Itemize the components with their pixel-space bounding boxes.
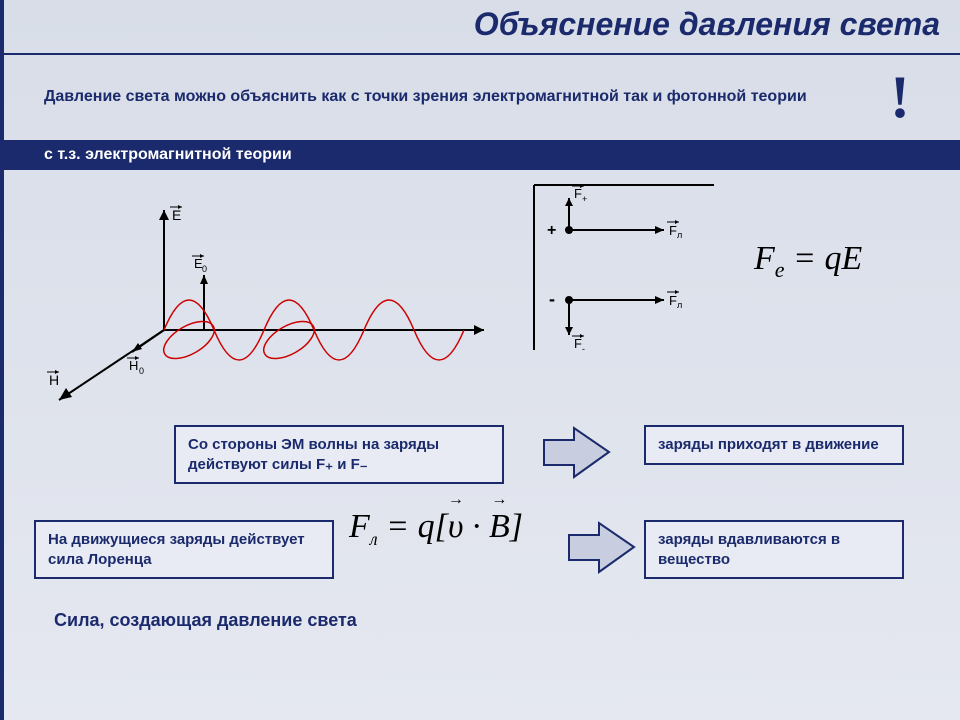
formula-lhs: F: [754, 240, 775, 277]
svg-text:E: E: [172, 207, 181, 223]
formula-l-close: ]: [510, 508, 523, 545]
svg-text:-: -: [582, 344, 585, 354]
formula-l-dot: ·: [463, 508, 489, 545]
em-wave-diagram: E H E 0 H 0: [24, 190, 504, 420]
arrow-icon: [539, 425, 619, 480]
svg-text:F: F: [669, 293, 677, 308]
svg-text:F: F: [574, 186, 582, 201]
svg-text:H: H: [49, 372, 59, 388]
title-bar: Объяснение давления света: [4, 0, 960, 55]
formula-l-eq: = q[: [378, 508, 448, 545]
text-box-lorentz: На движущиеся заряды действует сила Лоре…: [34, 520, 334, 579]
svg-text:+: +: [582, 194, 587, 204]
formula-l-v: υ: [448, 510, 464, 544]
intro-text: Давление света можно объяснить как с точ…: [44, 87, 870, 108]
formula-l-sub: л: [370, 529, 378, 549]
formula-eq: =: [785, 240, 825, 277]
exclamation-icon: !: [890, 63, 940, 132]
page-title: Объяснение давления света: [24, 6, 940, 43]
slide: Объяснение давления света Давление света…: [0, 0, 960, 720]
svg-text:л: л: [677, 300, 682, 310]
force-diagram: + F + F л - F: [514, 180, 724, 360]
svg-text:H: H: [129, 358, 138, 373]
formula-l-lhs: F: [349, 508, 370, 545]
bottom-caption: Сила, создающая давление света: [54, 610, 357, 631]
svg-text:0: 0: [139, 366, 144, 376]
svg-text:F: F: [574, 336, 582, 351]
intro-row: Давление света можно объяснить как с точ…: [4, 55, 960, 140]
subtitle-bar: с т.з. электромагнитной теории: [4, 140, 960, 170]
arrow-icon: [564, 520, 644, 575]
svg-text:-: -: [549, 289, 555, 309]
formula-lorentz-force: Fл = q[υ · B]: [349, 510, 523, 548]
svg-text:л: л: [677, 230, 682, 240]
svg-text:F: F: [669, 223, 677, 238]
formula-rhs: qE: [825, 240, 863, 277]
formula-sub: е: [775, 257, 785, 282]
svg-text:+: +: [547, 222, 556, 239]
svg-text:0: 0: [202, 264, 207, 274]
formula-electric-force: Fе = qE: [754, 240, 862, 283]
content-area: E H E 0 H 0: [4, 170, 960, 710]
formula-l-b: B: [489, 510, 510, 544]
text-box-charges-move: заряды приходят в движение: [644, 425, 904, 465]
text-box-pressed-in: заряды вдавливаются в вещество: [644, 520, 904, 579]
text-box-em-forces: Со стороны ЭМ волны на заряды действуют …: [174, 425, 504, 484]
